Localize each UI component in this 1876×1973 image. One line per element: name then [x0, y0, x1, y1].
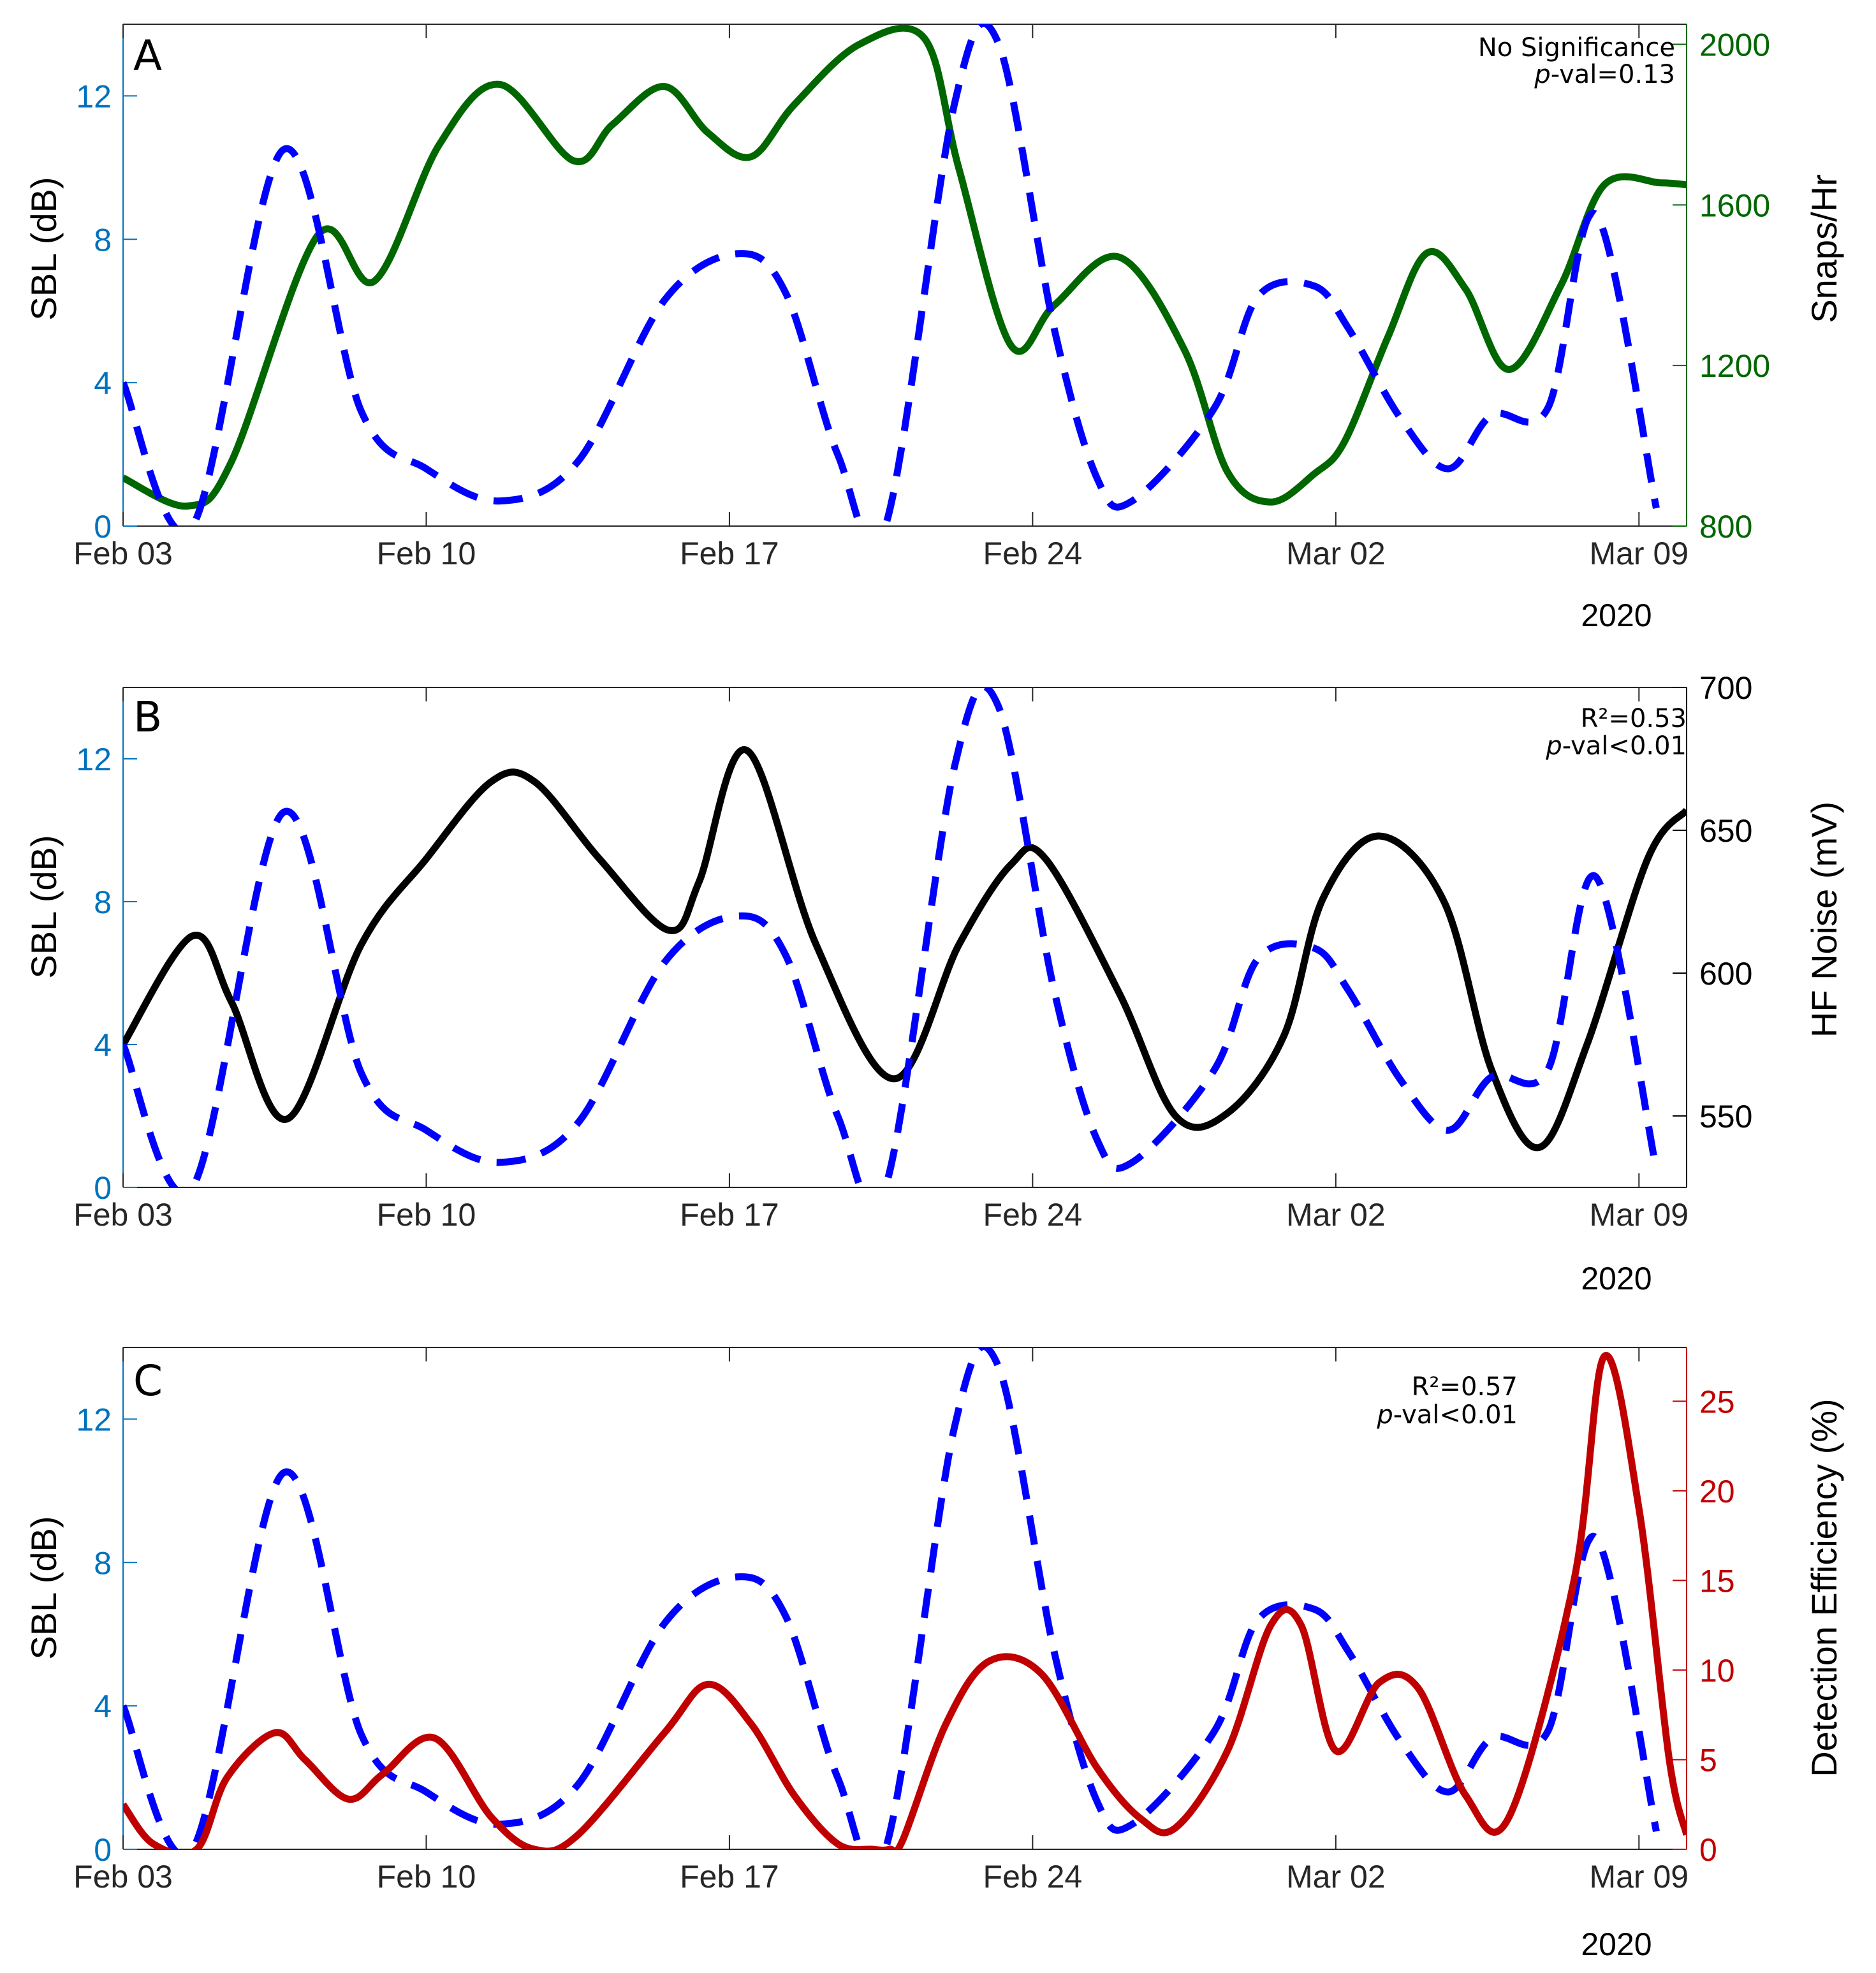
left-tick-label: 0 — [94, 509, 112, 545]
panel-b-year-label: 2020 — [1581, 1261, 1652, 1296]
right-tick-label: 5 — [1699, 1742, 1717, 1778]
right-tick-label: 2000 — [1699, 27, 1770, 62]
x-tick-label: Mar 02 — [1286, 1197, 1386, 1233]
panel-b-axes-box — [122, 687, 1687, 1188]
x-tick-label: Feb 10 — [377, 536, 476, 571]
panel-a-right-axis-label: Snaps/Hr — [1804, 174, 1844, 323]
panel-a-x-ticks: Feb 03 Feb 10 Feb 17 Feb 24 Mar 02 Mar 09 — [73, 24, 1689, 571]
panel-b-left-axis-label: SBL (dB) — [24, 835, 64, 978]
x-tick-label: Feb 17 — [680, 1197, 779, 1233]
panel-a-axes-box — [122, 24, 1687, 527]
right-tick-label: 10 — [1699, 1653, 1735, 1689]
left-tick-label: 12 — [76, 1402, 112, 1437]
panel-c-right-axis-label: Detection Efficiency (%) — [1804, 1398, 1844, 1777]
right-tick-label: 1200 — [1699, 348, 1770, 384]
x-tick-label: Mar 09 — [1589, 1197, 1689, 1233]
right-tick-label: 15 — [1699, 1563, 1735, 1599]
x-tick-label: Feb 03 — [73, 536, 173, 571]
panel-c-annotation-line2: p-val<0.01 — [1376, 1400, 1518, 1430]
secondary-series-line — [123, 1352, 1687, 1849]
right-tick-label: 800 — [1699, 509, 1752, 545]
panel-a-right-ticks: 800 1200 1600 2000 — [1673, 27, 1770, 545]
right-tick-label: 650 — [1699, 813, 1752, 849]
left-tick-label: 12 — [76, 742, 112, 777]
panel-b-annotation-line2: p-val<0.01 — [1545, 731, 1687, 761]
x-tick-label: Feb 24 — [983, 536, 1083, 571]
left-tick-label: 4 — [94, 1689, 112, 1724]
panel-b: Feb 03 Feb 10 Feb 17 Feb 24 Mar 02 Mar 09 0 4 8… — [24, 670, 1844, 1296]
left-tick-label: 8 — [94, 884, 112, 920]
panel-a-left-axis-label: SBL (dB) — [24, 177, 64, 320]
panel-b-right-ticks: 550 600 650 700 — [1673, 670, 1752, 1134]
panel-a-year-label: 2020 — [1581, 598, 1652, 633]
right-tick-label: 550 — [1699, 1099, 1752, 1134]
left-tick-label: 4 — [94, 1027, 112, 1063]
panel-c-axes-box — [122, 1347, 1687, 1850]
panel-c-letter: C — [133, 1356, 163, 1405]
sbl-series-line — [123, 687, 1660, 1187]
panel-c-series — [123, 1347, 1687, 1849]
panel-b-series — [123, 687, 1687, 1187]
panel-a-letter: A — [133, 31, 162, 80]
panel-c-year-label: 2020 — [1581, 1926, 1652, 1962]
secondary-series-line — [123, 24, 1687, 510]
x-tick-label: Mar 02 — [1286, 1859, 1386, 1895]
x-tick-label: Feb 03 — [73, 1859, 173, 1895]
panel-b-annotation-line1: R²=0.53 — [1581, 704, 1687, 733]
left-tick-label: 8 — [94, 222, 112, 258]
x-tick-label: Mar 09 — [1589, 536, 1689, 571]
x-tick-label: Feb 17 — [680, 1859, 779, 1895]
panel-c-annotation-line1: R²=0.57 — [1412, 1372, 1518, 1402]
panel-a: Feb 03 Feb 10 Feb 17 Feb 24 Mar 02 Mar 09 0 4 8… — [24, 24, 1844, 633]
left-tick-label: 4 — [94, 365, 112, 401]
right-tick-label: 1600 — [1699, 187, 1770, 223]
right-tick-label: 20 — [1699, 1474, 1735, 1509]
left-tick-label: 12 — [76, 78, 112, 114]
x-tick-label: Feb 10 — [377, 1859, 476, 1895]
x-tick-label: Feb 03 — [73, 1197, 173, 1233]
panel-a-annotation-line2: p-val=0.13 — [1534, 60, 1675, 89]
x-tick-label: Feb 10 — [377, 1197, 476, 1233]
panel-c: Feb 03 Feb 10 Feb 17 Feb 24 Mar 02 Mar 09 0 4 8… — [24, 1347, 1844, 1962]
right-tick-label: 700 — [1699, 670, 1752, 706]
panel-a-left-ticks: 0 4 8 12 — [76, 78, 137, 545]
panel-b-left-ticks: 0 4 8 12 — [76, 742, 137, 1206]
panel-b-letter: B — [133, 693, 162, 742]
panel-c-right-ticks: 0 5 10 15 20 25 — [1673, 1384, 1735, 1868]
panel-c-left-axis-label: SBL (dB) — [24, 1516, 64, 1659]
x-tick-label: Mar 02 — [1286, 536, 1386, 571]
left-tick-label: 0 — [94, 1832, 112, 1868]
right-tick-label: 600 — [1699, 956, 1752, 992]
secondary-series-line — [123, 746, 1687, 1152]
x-tick-label: Feb 17 — [680, 536, 779, 571]
panel-c-x-ticks: Feb 03 Feb 10 Feb 17 Feb 24 Mar 02 Mar 09 — [73, 1347, 1689, 1895]
panel-a-annotation-line1: No Significance — [1478, 33, 1675, 62]
right-tick-label: 25 — [1699, 1384, 1735, 1419]
panel-b-x-ticks: Feb 03 Feb 10 Feb 17 Feb 24 Mar 02 Mar 09 — [73, 687, 1689, 1233]
left-tick-label: 0 — [94, 1170, 112, 1206]
sbl-series-line — [123, 24, 1660, 526]
sbl-series-line — [123, 1347, 1660, 1849]
left-tick-label: 8 — [94, 1545, 112, 1581]
panel-a-series — [123, 24, 1687, 526]
x-tick-label: Mar 09 — [1589, 1859, 1689, 1895]
x-tick-label: Feb 24 — [983, 1197, 1083, 1233]
x-tick-label: Feb 24 — [983, 1859, 1083, 1895]
right-tick-label: 0 — [1699, 1832, 1717, 1868]
panel-c-left-ticks: 0 4 8 12 — [76, 1402, 137, 1868]
panel-b-right-axis-label: HF Noise (mV) — [1804, 802, 1844, 1038]
